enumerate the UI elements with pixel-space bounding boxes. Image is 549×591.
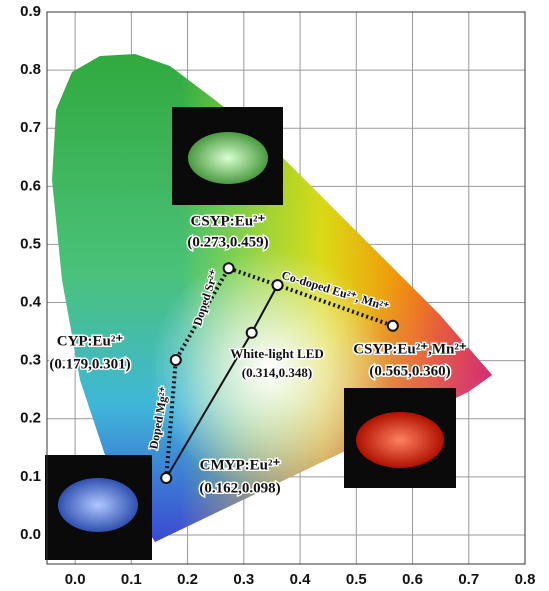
x-tick-label: 0.2	[177, 571, 198, 588]
y-tick-label: 0.3	[20, 352, 41, 369]
y-tick-label: 0.0	[20, 526, 41, 543]
y-tick-label: 0.8	[20, 61, 41, 78]
y-tick-label: 0.6	[20, 177, 41, 194]
x-tick-label: 0.5	[346, 571, 367, 588]
point-coords: (0.179,0.301)	[49, 356, 130, 372]
x-tick-label: 0.0	[65, 571, 86, 588]
point-coords: (0.565,0.360)	[369, 363, 450, 379]
x-tick-label: 0.8	[515, 571, 536, 588]
point	[224, 263, 234, 273]
photo-red	[344, 388, 456, 488]
point-name: CSYP:Eu²⁺,Mn²⁺	[353, 341, 467, 357]
x-tick-label: 0.4	[290, 571, 312, 588]
x-tick-label: 0.1	[121, 571, 142, 588]
point	[388, 321, 398, 331]
point-coords: (0.314,0.348)	[242, 365, 312, 380]
y-tick-label: 0.9	[20, 3, 41, 20]
chart: 0.0 0.1 0.2 0.3 0.4 0.5 0.6 0.7 0.8 0.0 0.1 0.2 0.3 0…	[0, 0, 549, 591]
x-tick-label: 0.6	[402, 571, 423, 588]
point-coords: (0.162,0.098)	[199, 480, 280, 496]
photo-blue	[45, 455, 152, 560]
point-name: White-light LED	[230, 346, 324, 361]
y-tick-label: 0.1	[20, 468, 41, 485]
y-tick-label: 0.4	[20, 293, 42, 310]
point	[247, 328, 257, 338]
y-tick-label: 0.2	[20, 410, 41, 427]
y-tick-label: 0.7	[20, 119, 41, 136]
point-name: CYP:Eu²⁺	[57, 333, 124, 349]
y-tick-label: 0.5	[20, 235, 41, 252]
photo-green	[172, 107, 283, 205]
point	[171, 355, 181, 365]
point-name: CMYP:Eu²⁺	[200, 457, 281, 473]
point	[161, 473, 171, 483]
x-tick-label: 0.7	[458, 571, 479, 588]
point	[273, 280, 283, 290]
x-tick-label: 0.3	[233, 571, 254, 588]
point-coords: (0.273,0.459)	[187, 234, 268, 250]
point-name: CSYP:Eu²⁺	[191, 213, 266, 229]
